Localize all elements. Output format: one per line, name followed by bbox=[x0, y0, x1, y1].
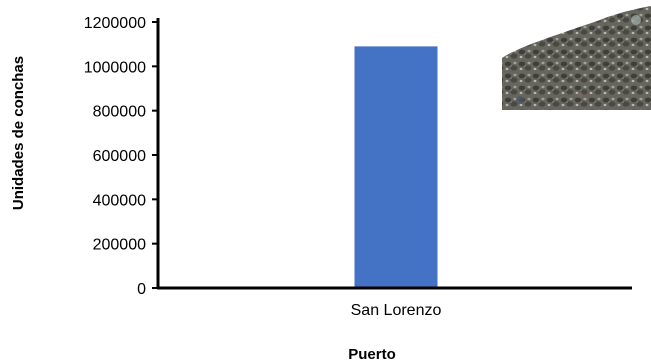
y-tick-label: 1000000 bbox=[84, 59, 146, 76]
y-tick-label: 400000 bbox=[93, 192, 146, 209]
y-tick-label: 200000 bbox=[93, 237, 146, 254]
y-tick-label: 0 bbox=[137, 281, 146, 298]
x-axis-title: Puerto bbox=[348, 346, 396, 363]
bars-layer bbox=[354, 46, 438, 289]
y-axis-title: Unidades de conchas bbox=[10, 56, 27, 210]
bar bbox=[354, 46, 438, 289]
y-tick-label: 1200000 bbox=[84, 15, 146, 32]
x-axis-ticks: San Lorenzo bbox=[351, 302, 442, 319]
y-tick-label: 600000 bbox=[93, 148, 146, 165]
y-axis-ticks: 0 200000 400000 600000 800000 1000000 1200000 bbox=[84, 15, 158, 298]
x-tick-label: San Lorenzo bbox=[351, 302, 442, 319]
shell-photo bbox=[502, 6, 651, 110]
y-tick-label: 800000 bbox=[93, 104, 146, 121]
